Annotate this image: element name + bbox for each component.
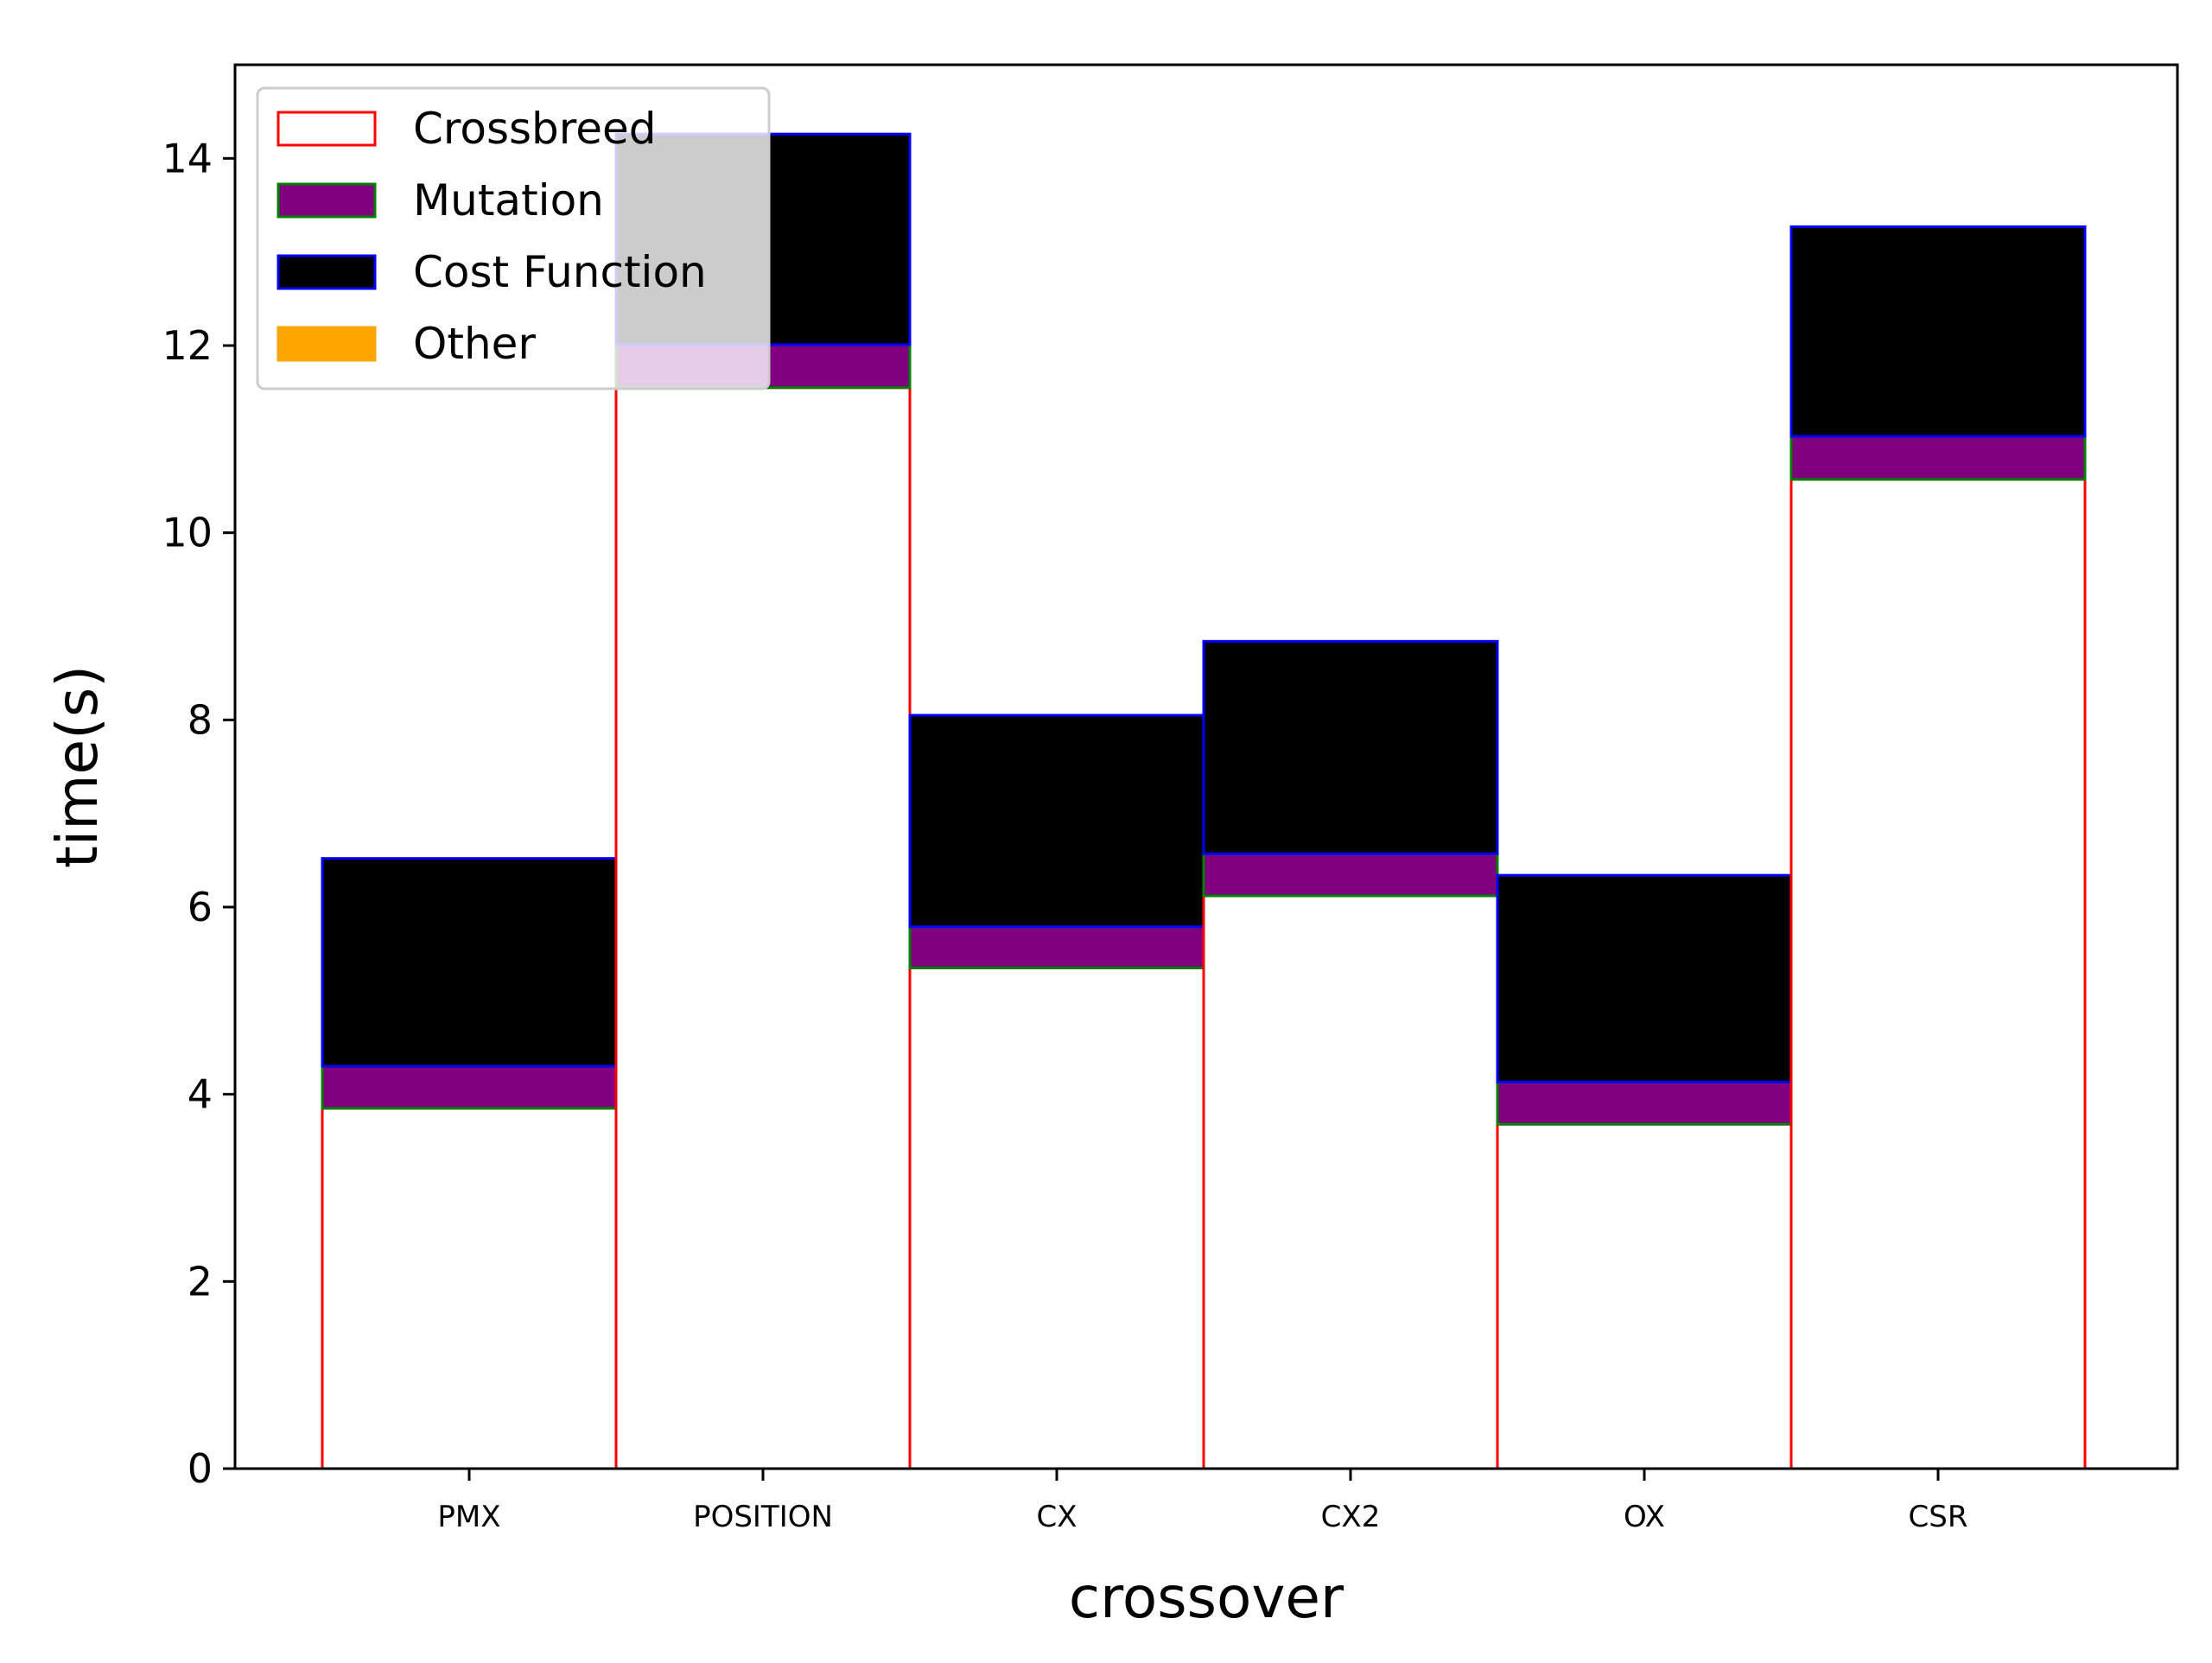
- x-tick-label: CX: [1036, 1500, 1077, 1534]
- legend-label-other: Other: [413, 319, 536, 369]
- y-tick-label: 14: [162, 135, 213, 181]
- bar-crossbreed-csr: [1789, 478, 2087, 1470]
- bar-cost-function-pmx: [321, 857, 618, 1068]
- bars-layer: [321, 132, 2087, 1470]
- bar-crossbreed-ox: [1496, 1122, 1793, 1470]
- y-tick-label: 4: [188, 1071, 213, 1118]
- legend-swatch-cost-function: [276, 254, 377, 290]
- bar-mutation-cx2: [1202, 852, 1499, 898]
- bar-crossbreed-cx2: [1202, 894, 1499, 1470]
- ticks-layer: 0 2 4 6 8 10 12 14 PMX POSITION CX CX2 OX CSR: [162, 135, 1967, 1534]
- x-tick-label: CX2: [1321, 1500, 1381, 1534]
- x-axis-title: crossover: [1069, 1565, 1344, 1631]
- legend-swatch-crossbreed: [276, 111, 377, 147]
- bar-cost-function-cx: [908, 714, 1205, 929]
- legend-box: [256, 86, 771, 390]
- bar-cost-function-ox: [1496, 873, 1793, 1084]
- x-tick-label: POSITION: [693, 1500, 833, 1534]
- x-tick-label: CSR: [1909, 1500, 1968, 1534]
- y-tick-label: 0: [188, 1445, 213, 1492]
- bar-crossbreed-pmx: [321, 1107, 618, 1470]
- y-tick-label: 10: [162, 510, 213, 556]
- legend-swatch-other: [276, 326, 377, 362]
- axes-frame: [233, 63, 2179, 1470]
- legend-label-cost-function: Cost Function: [413, 247, 707, 297]
- y-tick-label: 12: [162, 322, 213, 369]
- legend: Crossbreed Mutation Cost Function Other: [256, 86, 771, 390]
- bar-mutation-ox: [1496, 1081, 1793, 1126]
- bar-mutation-cx: [908, 925, 1205, 969]
- bar-mutation-pmx: [321, 1064, 618, 1110]
- bar-cost-function-csr: [1789, 225, 2087, 438]
- bar-crossbreed-position: [614, 386, 912, 1470]
- legend-label-crossbreed: Crossbreed: [413, 104, 657, 154]
- y-axis-title: time(s): [44, 665, 111, 868]
- bar-mutation-csr: [1789, 435, 2087, 481]
- legend-swatch-mutation: [276, 182, 377, 219]
- y-tick-label: 8: [188, 696, 213, 743]
- bar-crossbreed-cx: [908, 966, 1205, 1470]
- x-tick-label: OX: [1624, 1500, 1665, 1534]
- legend-label-mutation: Mutation: [413, 175, 604, 225]
- x-tick-label: PMX: [437, 1500, 500, 1534]
- bar-cost-function-cx2: [1202, 639, 1499, 855]
- y-tick-label: 2: [188, 1258, 213, 1304]
- y-tick-label: 6: [188, 884, 213, 930]
